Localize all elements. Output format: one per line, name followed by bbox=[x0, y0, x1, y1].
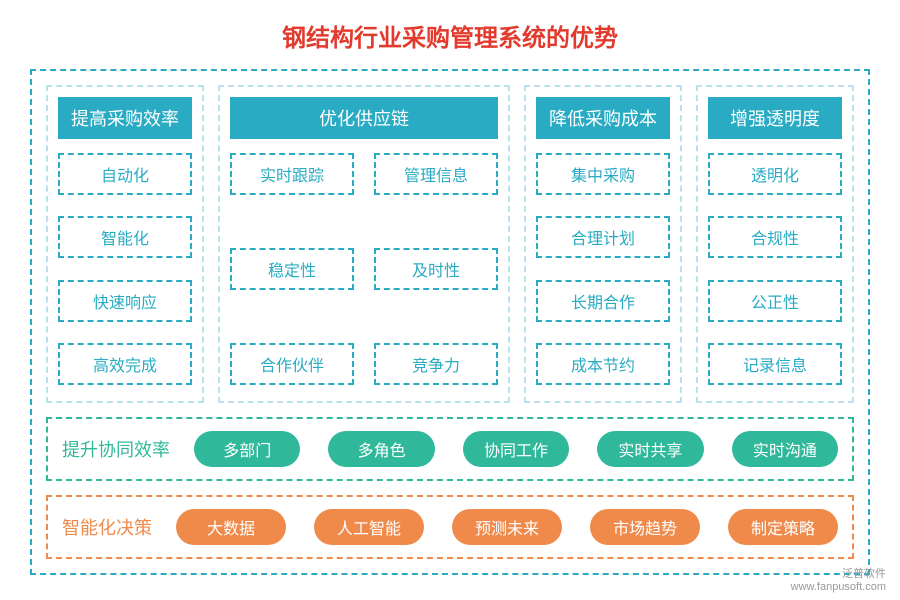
feature-pill: 人工智能 bbox=[314, 509, 424, 545]
column: 增强透明度透明化合规性公正性记录信息 bbox=[696, 85, 854, 403]
feature-pill: 制定策略 bbox=[728, 509, 838, 545]
feature-row-pills: 多部门多角色协同工作实时共享实时沟通 bbox=[194, 431, 838, 467]
column-body: 自动化智能化快速响应高效完成 bbox=[58, 153, 192, 391]
column-item: 记录信息 bbox=[708, 343, 842, 385]
watermark: 泛普软件 www.fanpusoft.com bbox=[791, 568, 886, 594]
watermark-brand: 泛普软件 bbox=[791, 568, 886, 581]
column-body-right: 管理信息及时性竞争力 bbox=[374, 153, 498, 385]
feature-row-label: 智能化决策 bbox=[62, 514, 152, 540]
bottom-rows: 提升协同效率多部门多角色协同工作实时共享实时沟通智能化决策大数据人工智能预测未来… bbox=[46, 417, 854, 559]
column-item: 长期合作 bbox=[536, 280, 670, 322]
column-item: 透明化 bbox=[708, 153, 842, 195]
column-body: 集中采购合理计划长期合作成本节约 bbox=[536, 153, 670, 391]
column-item: 合规性 bbox=[708, 216, 842, 258]
watermark-url: www.fanpusoft.com bbox=[791, 581, 886, 594]
column-header: 增强透明度 bbox=[708, 97, 842, 139]
columns-row: 提高采购效率自动化智能化快速响应高效完成优化供应链实时跟踪稳定性合作伙伴管理信息… bbox=[46, 85, 854, 403]
diagram-outer: 提高采购效率自动化智能化快速响应高效完成优化供应链实时跟踪稳定性合作伙伴管理信息… bbox=[30, 69, 870, 575]
column-item: 自动化 bbox=[58, 153, 192, 195]
page-title: 钢结构行业采购管理系统的优势 bbox=[30, 18, 870, 53]
feature-pill: 市场趋势 bbox=[590, 509, 700, 545]
feature-pill: 大数据 bbox=[176, 509, 286, 545]
column-item: 成本节约 bbox=[536, 343, 670, 385]
column-body: 透明化合规性公正性记录信息 bbox=[708, 153, 842, 391]
column-header: 降低采购成本 bbox=[536, 97, 670, 139]
column: 降低采购成本集中采购合理计划长期合作成本节约 bbox=[524, 85, 682, 403]
feature-pill: 多角色 bbox=[328, 431, 434, 467]
column-item: 智能化 bbox=[58, 216, 192, 258]
column-item: 实时跟踪 bbox=[230, 153, 354, 195]
column-item: 及时性 bbox=[374, 248, 498, 290]
column-item: 合作伙伴 bbox=[230, 343, 354, 385]
column: 提高采购效率自动化智能化快速响应高效完成 bbox=[46, 85, 204, 403]
feature-pill: 实时沟通 bbox=[732, 431, 838, 467]
column-item: 集中采购 bbox=[536, 153, 670, 195]
column-item: 竞争力 bbox=[374, 343, 498, 385]
column-item: 高效完成 bbox=[58, 343, 192, 385]
column-item: 快速响应 bbox=[58, 280, 192, 322]
feature-row-collab: 提升协同效率多部门多角色协同工作实时共享实时沟通 bbox=[46, 417, 854, 481]
column: 优化供应链实时跟踪稳定性合作伙伴管理信息及时性竞争力 bbox=[218, 85, 510, 403]
column-item: 合理计划 bbox=[536, 216, 670, 258]
column-item: 管理信息 bbox=[374, 153, 498, 195]
column-item: 稳定性 bbox=[230, 248, 354, 290]
feature-pill: 多部门 bbox=[194, 431, 300, 467]
feature-pill: 预测未来 bbox=[452, 509, 562, 545]
column-header: 提高采购效率 bbox=[58, 97, 192, 139]
feature-pill: 实时共享 bbox=[597, 431, 703, 467]
column-header: 优化供应链 bbox=[230, 97, 498, 139]
feature-row-smart: 智能化决策大数据人工智能预测未来市场趋势制定策略 bbox=[46, 495, 854, 559]
column-item: 公正性 bbox=[708, 280, 842, 322]
feature-row-pills: 大数据人工智能预测未来市场趋势制定策略 bbox=[176, 509, 838, 545]
column-body: 实时跟踪稳定性合作伙伴管理信息及时性竞争力 bbox=[230, 153, 498, 391]
feature-pill: 协同工作 bbox=[463, 431, 569, 467]
column-body-left: 实时跟踪稳定性合作伙伴 bbox=[230, 153, 354, 385]
feature-row-label: 提升协同效率 bbox=[62, 436, 170, 462]
